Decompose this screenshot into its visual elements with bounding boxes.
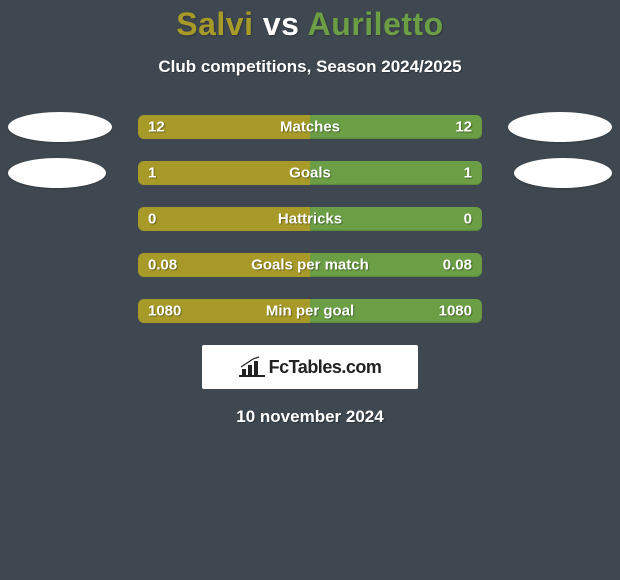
stat-value-left: 0 — [148, 211, 156, 228]
stat-row: 1 1 Goals — [0, 161, 620, 185]
stat-value-left: 0.08 — [148, 257, 177, 274]
stat-value-right: 1080 — [439, 303, 472, 320]
bar-chart-icon — [239, 356, 265, 378]
stat-bar: 0.08 0.08 Goals per match — [138, 253, 482, 277]
player1-name: Salvi — [176, 6, 253, 42]
player2-ellipse — [514, 158, 612, 188]
stat-value-left: 1080 — [148, 303, 181, 320]
stat-bar-left-fill — [138, 161, 310, 185]
subtitle: Club competitions, Season 2024/2025 — [0, 57, 620, 77]
stat-label: Goals — [289, 165, 331, 182]
comparison-chart: 12 12 Matches 1 1 Goals 0 0 Hattricks 0.08 0.08 Goa… — [0, 115, 620, 323]
stat-label: Hattricks — [278, 211, 342, 228]
stat-bar: 1080 1080 Min per goal — [138, 299, 482, 323]
date-text: 10 november 2024 — [0, 407, 620, 427]
stat-label: Matches — [280, 119, 340, 136]
stat-row: 1080 1080 Min per goal — [0, 299, 620, 323]
stat-row: 0.08 0.08 Goals per match — [0, 253, 620, 277]
stat-label: Goals per match — [251, 257, 369, 274]
stat-row: 0 0 Hattricks — [0, 207, 620, 231]
logo-text: FcTables.com — [269, 357, 382, 378]
stat-bar: 12 12 Matches — [138, 115, 482, 139]
stat-row: 12 12 Matches — [0, 115, 620, 139]
logo-box[interactable]: FcTables.com — [202, 345, 418, 389]
stat-label: Min per goal — [266, 303, 354, 320]
vs-text: vs — [263, 6, 300, 42]
stat-bar: 0 0 Hattricks — [138, 207, 482, 231]
player1-ellipse — [8, 158, 106, 188]
player2-name: Auriletto — [308, 6, 444, 42]
stat-bar: 1 1 Goals — [138, 161, 482, 185]
stat-value-right: 1 — [464, 165, 472, 182]
player1-ellipse — [8, 112, 112, 142]
infographic-container: Salvi vs Auriletto Club competitions, Se… — [0, 0, 620, 580]
stat-value-right: 12 — [455, 119, 472, 136]
player2-ellipse — [508, 112, 612, 142]
page-title: Salvi vs Auriletto — [0, 0, 620, 43]
stat-value-left: 12 — [148, 119, 165, 136]
stat-value-left: 1 — [148, 165, 156, 182]
stat-value-right: 0.08 — [443, 257, 472, 274]
stat-value-right: 0 — [464, 211, 472, 228]
